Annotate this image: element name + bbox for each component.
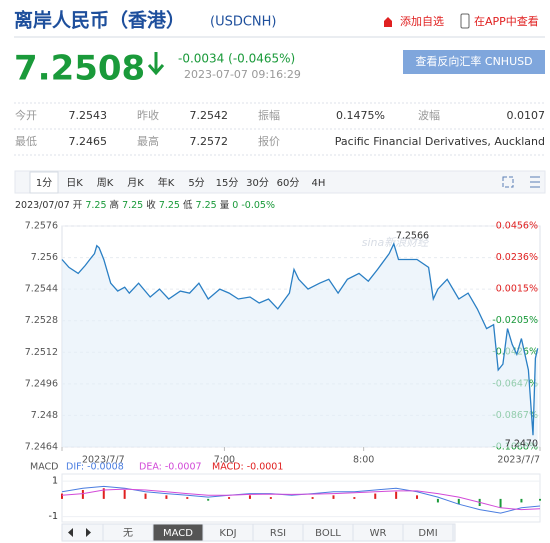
stat-value: 0.1475% (336, 109, 385, 122)
stat-value: 0.0107 (507, 109, 546, 122)
stat-value: 7.2543 (69, 109, 108, 122)
add-watchlist[interactable]: 添加自选 (400, 14, 444, 28)
tab[interactable]: 周K (97, 177, 114, 189)
tab[interactable]: 5分 (188, 177, 204, 189)
y-tick-label: 7.2528 (25, 315, 58, 326)
y2-tick-label: 0.0236% (496, 252, 538, 263)
info-key: 量 (220, 200, 230, 211)
indicator-tab-bg[interactable] (402, 523, 454, 542)
reverse-button[interactable] (403, 50, 545, 74)
tab[interactable]: 60分 (277, 177, 300, 189)
tab[interactable]: 1分 (36, 177, 52, 189)
title: 离岸人民币（香港） (14, 9, 185, 32)
x-tick-label: 7:00 (214, 455, 235, 466)
y2-tick-label: 0.0456% (496, 221, 538, 232)
tab[interactable]: 15分 (216, 177, 239, 189)
indicator-tab[interactable]: 无 (123, 528, 133, 539)
macd-title: MACD (30, 462, 58, 473)
fullscreen-icon[interactable] (502, 176, 514, 188)
next-button[interactable] (86, 528, 91, 537)
stat-label: 振幅 (258, 108, 280, 122)
price-area (62, 243, 538, 447)
menu-icon[interactable] (530, 176, 540, 188)
indicator-tab[interactable]: KDJ (219, 528, 236, 539)
x-tick-label: 2023/7/7 (82, 455, 125, 466)
macd-line (61, 488, 541, 511)
code: (USDCNH) (210, 15, 277, 30)
stat-value: Pacific Financial Derivatives, Auckland (335, 135, 545, 148)
info-value: 7.25 (159, 200, 180, 211)
y-tick-label: 7.2496 (25, 378, 58, 389)
indicator-tab[interactable]: DMI (418, 528, 437, 539)
y-tick-label: 7.2544 (25, 284, 58, 295)
y-tick-label: 7.2576 (25, 221, 58, 232)
y-tick-label: 7.248 (31, 410, 58, 421)
change: -0.0034 (-0.0465%) (178, 52, 295, 66)
macd-tick-label: 1 (52, 476, 58, 487)
time: 2023-07-07 09:16:29 (184, 68, 301, 81)
info-key: 开 (73, 200, 83, 211)
stat-label: 昨收 (137, 108, 159, 122)
info-key: 低 (183, 199, 193, 211)
toolbar-bg (61, 523, 456, 542)
info-key: 收 (146, 199, 156, 211)
info-value: 0 (232, 200, 238, 211)
y-tick-label: 7.2464 (25, 442, 58, 453)
info-line: 2023/07/07 开 7.25 高 7.25 收 7.25 低 7.25 量… (15, 199, 275, 211)
tab[interactable]: 年K (158, 176, 175, 189)
info-value: 7.25 (85, 200, 106, 211)
watermark: sina新浪财经 (362, 236, 429, 249)
y-tick-label: 7.2512 (25, 347, 58, 358)
tab[interactable]: 日K (66, 178, 83, 189)
stat-label: 今开 (15, 108, 37, 122)
stat-value: 7.2465 (69, 135, 108, 148)
phone-icon[interactable] (460, 13, 470, 29)
tab[interactable]: 4H (312, 178, 326, 189)
info: 2023/07/07 开 7.25 高 7.25 收 7.25 低 7.25 量… (15, 199, 275, 211)
prev-button[interactable] (68, 528, 73, 537)
legend-entry: DEA: -0.0007 (139, 462, 202, 473)
stats: 今开 7.2543 昨收 7.2542 振幅 0.1475% 波幅 0.0107 最低 7.246… (14, 102, 546, 156)
y2-tick-label: 0.0015% (496, 284, 538, 295)
stat-label: 最高 (137, 134, 159, 148)
price: 7.2508 (14, 49, 145, 89)
info-key: 高 (110, 199, 120, 211)
x-tick-label: 8:00 (353, 455, 374, 466)
stat-label: 波幅 (418, 109, 440, 122)
reverse-label[interactable]: 查看反向汇率 CNHUSD (415, 54, 532, 68)
indicator-tab[interactable]: RSI (270, 528, 286, 539)
add-icon[interactable] (384, 17, 392, 27)
stat-label: 报价 (258, 134, 280, 148)
price-line (61, 241, 539, 436)
info-value: 7.25 (122, 200, 143, 211)
stat-label: 最低 (15, 135, 37, 148)
down-arrow (147, 52, 165, 76)
tab[interactable]: 月K (127, 177, 144, 189)
info-date: 2023/07/07 (15, 200, 70, 211)
y-tick-label: 7.256 (31, 252, 58, 263)
indicator-tab[interactable]: WR (370, 528, 387, 539)
stat-value: 7.2542 (190, 109, 229, 122)
chart: sina新浪财经 7.2464 7.248 7.2496 7.2512 7.2528 7.2… (25, 221, 541, 523)
view-in-app[interactable]: 在APP中查看 (474, 14, 539, 28)
tab-bar (14, 170, 546, 194)
legend-entry: DIF: -0.0008 (66, 462, 124, 473)
min-label: 7.2470 (505, 439, 538, 450)
y2-tick-label: -0.0205% (492, 315, 538, 326)
indicator-tab[interactable]: MACD (163, 528, 193, 539)
legend-entry: MACD: -0.0001 (212, 462, 283, 473)
stat-value: 7.2572 (190, 135, 229, 148)
indicator-tab[interactable]: BOLL (315, 528, 341, 539)
tab[interactable]: 30分 (246, 177, 269, 189)
info-value: 7.25 (196, 200, 217, 211)
info-pct: -0.05% (241, 200, 275, 211)
max-label: 7.2566 (396, 230, 429, 241)
tab-active[interactable] (29, 171, 59, 194)
x-tick-label: 2023/7/7 (497, 455, 540, 466)
toolbar: 无 MACD KDJ RSI BOLL WR DMI (61, 523, 456, 542)
tabs: 1分 日K 周K 月K 年K 5分 15分 30分 60分 4H (29, 171, 326, 194)
macd-tick-label: -1 (49, 511, 58, 522)
